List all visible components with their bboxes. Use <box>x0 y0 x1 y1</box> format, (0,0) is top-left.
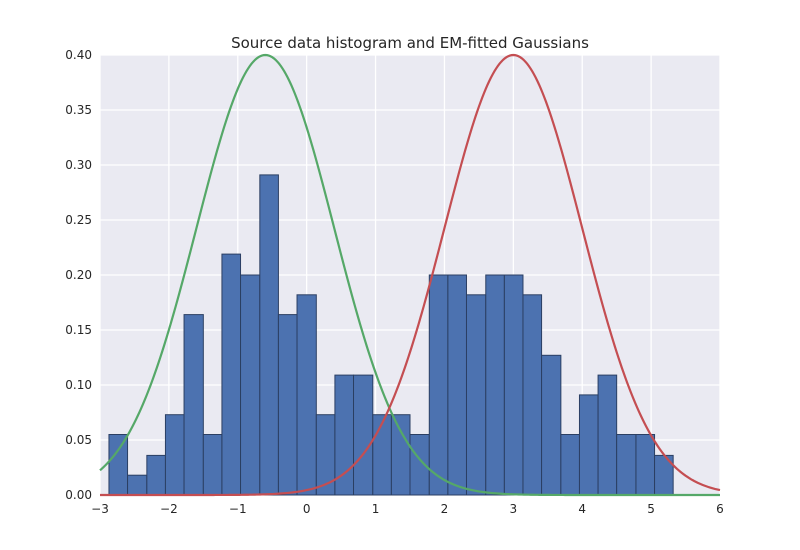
histogram-bar-24 <box>560 434 580 496</box>
histogram-bar-28 <box>635 434 656 496</box>
y-tick-label-6: 0.30 <box>65 158 92 172</box>
x-tick-label-8: 5 <box>647 502 655 516</box>
y-axis-ticks: 0.00 0.05 0.10 0.15 0.20 0.25 0.30 0.35 0.40 <box>65 48 92 502</box>
x-tick-label-9: 6 <box>716 502 724 516</box>
gaussian-curves <box>99 53 721 497</box>
y-tick-label-8: 0.40 <box>65 48 92 62</box>
histogram-bar-16 <box>409 434 430 496</box>
histogram-bar-23 <box>541 354 562 496</box>
x-tick-label-1: −2 <box>160 502 178 516</box>
gaussian-curve-0 <box>99 53 720 497</box>
y-tick-label-0: 0.00 <box>65 488 92 502</box>
x-tick-label-7: 4 <box>578 502 586 516</box>
histogram-bar-11 <box>315 414 336 496</box>
histogram-bar-8 <box>259 174 279 496</box>
gaussian-curve-1 <box>100 53 721 497</box>
x-tick-label-3: 0 <box>303 502 311 516</box>
histogram-bar-15 <box>390 414 411 496</box>
x-tick-label-4: 1 <box>372 502 380 516</box>
histogram-bar-22 <box>522 294 543 496</box>
histogram-bar-17 <box>428 274 449 496</box>
x-tick-label-2: −1 <box>229 502 247 516</box>
y-tick-label-4: 0.20 <box>65 268 92 282</box>
histogram-bar-26 <box>597 374 618 496</box>
y-tick-label-7: 0.35 <box>65 103 92 117</box>
y-tick-label-3: 0.15 <box>65 323 92 337</box>
x-axis-ticks: −3 −2 −1 0 1 2 3 4 5 6 <box>91 502 724 516</box>
chart-title: Source data histogram and EM-fitted Gaus… <box>231 34 589 52</box>
histogram-bar-27 <box>616 434 637 496</box>
histogram-bar-2 <box>146 454 166 496</box>
histogram-bar-3 <box>164 414 185 496</box>
histogram-bar-20 <box>485 274 505 496</box>
histogram-bar-6 <box>221 253 242 496</box>
histogram-bar-10 <box>296 294 317 496</box>
histogram-bar-18 <box>447 274 467 496</box>
x-tick-label-5: 2 <box>441 502 449 516</box>
histogram-bar-1 <box>127 474 148 496</box>
histogram-bar-19 <box>465 294 487 496</box>
y-tick-label-5: 0.25 <box>65 213 92 227</box>
y-tick-label-2: 0.10 <box>65 378 92 392</box>
histogram-bar-25 <box>578 394 599 496</box>
x-tick-label-0: −3 <box>91 502 109 516</box>
y-tick-label-1: 0.05 <box>65 433 92 447</box>
histogram-bar-0 <box>108 434 129 496</box>
histogram-bar-13 <box>353 374 374 496</box>
histogram-bar-14 <box>372 414 392 496</box>
histogram-bar-5 <box>202 434 223 496</box>
histogram-bar-21 <box>503 274 524 496</box>
histogram-bar-7 <box>240 274 261 496</box>
histogram-bar-4 <box>183 314 204 496</box>
histogram-bar-9 <box>277 314 298 496</box>
histogram-bars <box>108 174 674 496</box>
x-tick-label-6: 3 <box>510 502 518 516</box>
